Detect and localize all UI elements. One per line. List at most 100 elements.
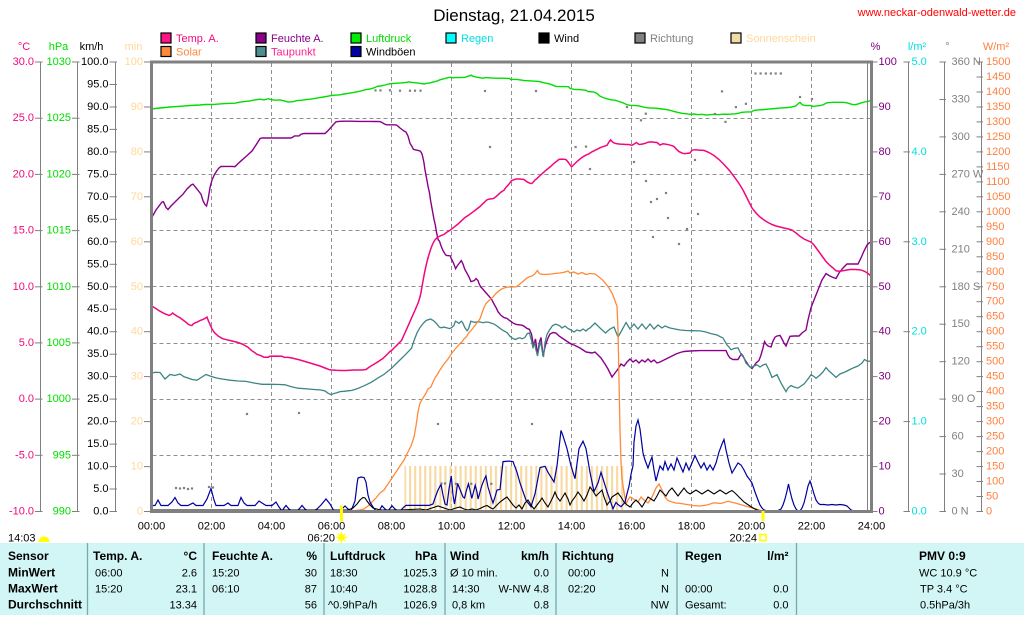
svg-text:1300: 1300: [986, 116, 1010, 128]
svg-text:Richtung: Richtung: [562, 549, 614, 563]
svg-text:1020: 1020: [47, 168, 71, 180]
svg-text:4.0: 4.0: [912, 146, 927, 158]
svg-text:06:20: 06:20: [307, 533, 335, 545]
svg-text:75.0: 75.0: [87, 168, 108, 180]
svg-text:10.0: 10.0: [87, 461, 108, 473]
svg-text:PMV 0:9: PMV 0:9: [919, 549, 966, 563]
svg-text:30: 30: [952, 468, 964, 480]
svg-text:Sensor: Sensor: [8, 549, 49, 563]
svg-text:Ø 10 min.: Ø 10 min.: [450, 568, 498, 580]
svg-text:MaxWert: MaxWert: [8, 582, 58, 596]
svg-text:5.0: 5.0: [93, 483, 108, 495]
svg-text:-10.0: -10.0: [9, 506, 34, 518]
svg-text:l/m²: l/m²: [767, 549, 788, 563]
svg-text:950: 950: [986, 221, 1004, 233]
svg-text:Feuchte A.: Feuchte A.: [271, 33, 324, 45]
svg-text:10:00: 10:00: [438, 521, 466, 533]
svg-text:N: N: [661, 584, 669, 596]
svg-text:35.0: 35.0: [87, 348, 108, 360]
svg-text:TP 3.4 °C: TP 3.4 °C: [920, 584, 968, 596]
svg-text:650: 650: [986, 311, 1004, 323]
svg-text:60: 60: [131, 236, 143, 248]
svg-text:990: 990: [53, 506, 71, 518]
svg-text:300: 300: [986, 416, 1004, 428]
svg-text:2.0: 2.0: [912, 326, 927, 338]
svg-text:02:20: 02:20: [568, 584, 596, 596]
svg-text:www.neckar-odenwald-wetter.de: www.neckar-odenwald-wetter.de: [857, 7, 1016, 19]
svg-text:0.0: 0.0: [912, 506, 927, 518]
svg-text:Temp. A.: Temp. A.: [176, 33, 219, 45]
svg-text:Sonnenschein: Sonnenschein: [746, 33, 816, 45]
svg-text:50: 50: [131, 281, 143, 293]
svg-text:80.0: 80.0: [87, 146, 108, 158]
svg-text:1150: 1150: [986, 161, 1010, 173]
svg-text:270 W: 270 W: [952, 168, 984, 180]
svg-text:Dienstag, 21.04.2015: Dienstag, 21.04.2015: [433, 6, 595, 25]
svg-text:10.0: 10.0: [13, 281, 34, 293]
svg-text:Durchschnitt: Durchschnitt: [8, 598, 82, 612]
svg-text:50: 50: [986, 491, 998, 503]
svg-text:50.0: 50.0: [87, 281, 108, 293]
svg-text:450: 450: [986, 371, 1004, 383]
svg-text:06:10: 06:10: [212, 584, 240, 596]
svg-text:02:00: 02:00: [198, 521, 226, 533]
svg-text:250: 250: [986, 431, 1004, 443]
svg-text:min: min: [125, 41, 143, 53]
svg-text:16:00: 16:00: [618, 521, 646, 533]
svg-text:°: °: [945, 41, 949, 53]
svg-text:MinWert: MinWert: [8, 566, 55, 580]
svg-text:550: 550: [986, 341, 1004, 353]
svg-text:60.0: 60.0: [87, 236, 108, 248]
svg-text:5.0: 5.0: [912, 56, 927, 68]
svg-text:0 N: 0 N: [952, 506, 969, 518]
svg-text:%: %: [306, 549, 317, 563]
svg-text:20: 20: [131, 416, 143, 428]
svg-text:km/h: km/h: [521, 549, 549, 563]
svg-text:85.0: 85.0: [87, 123, 108, 135]
svg-text:08:00: 08:00: [378, 521, 406, 533]
svg-text:995: 995: [53, 449, 71, 461]
svg-text:0.0: 0.0: [93, 506, 108, 518]
svg-text:15.0: 15.0: [13, 225, 34, 237]
svg-text:95.0: 95.0: [87, 79, 108, 91]
svg-text:90: 90: [131, 101, 143, 113]
svg-text:30.0: 30.0: [13, 56, 34, 68]
svg-text:5.0: 5.0: [19, 337, 34, 349]
svg-text:13.34: 13.34: [169, 600, 197, 612]
svg-text:1.0: 1.0: [912, 416, 927, 428]
svg-text:hPa: hPa: [415, 549, 437, 563]
svg-text:l/m²: l/m²: [908, 41, 927, 53]
svg-text:Regen: Regen: [461, 33, 493, 45]
svg-text:1050: 1050: [986, 191, 1010, 203]
svg-text:^0.9hPa/h: ^0.9hPa/h: [328, 600, 377, 612]
svg-text:3.0: 3.0: [912, 236, 927, 248]
svg-text:1400: 1400: [986, 86, 1010, 98]
svg-text:70: 70: [131, 191, 143, 203]
svg-text:0,8 km: 0,8 km: [452, 600, 485, 612]
svg-text:-5.0: -5.0: [15, 449, 34, 461]
svg-text:1500: 1500: [986, 56, 1010, 68]
svg-text:NW: NW: [651, 600, 670, 612]
svg-text:600: 600: [986, 326, 1004, 338]
svg-text:10:40: 10:40: [330, 584, 358, 596]
svg-text:65.0: 65.0: [87, 213, 108, 225]
svg-text:0: 0: [137, 506, 143, 518]
svg-text:1010: 1010: [47, 281, 71, 293]
svg-text:00:00: 00:00: [685, 584, 713, 596]
svg-text:Regen: Regen: [685, 549, 722, 563]
svg-text:10: 10: [879, 461, 891, 473]
svg-text:1450: 1450: [986, 71, 1010, 83]
svg-text:24:00: 24:00: [858, 521, 886, 533]
svg-text:90.0: 90.0: [87, 101, 108, 113]
svg-text:1350: 1350: [986, 101, 1010, 113]
svg-text:0.0: 0.0: [773, 584, 788, 596]
svg-text:06:00: 06:00: [318, 521, 346, 533]
svg-text:100: 100: [986, 476, 1004, 488]
svg-text:00:00: 00:00: [568, 568, 596, 580]
svg-text:Feuchte A.: Feuchte A.: [212, 549, 273, 563]
svg-text:1100: 1100: [986, 176, 1010, 188]
svg-text:1000: 1000: [986, 206, 1010, 218]
svg-text:Luftdruck: Luftdruck: [366, 33, 412, 45]
svg-text:90: 90: [879, 101, 891, 113]
svg-text:14:30: 14:30: [452, 584, 480, 596]
